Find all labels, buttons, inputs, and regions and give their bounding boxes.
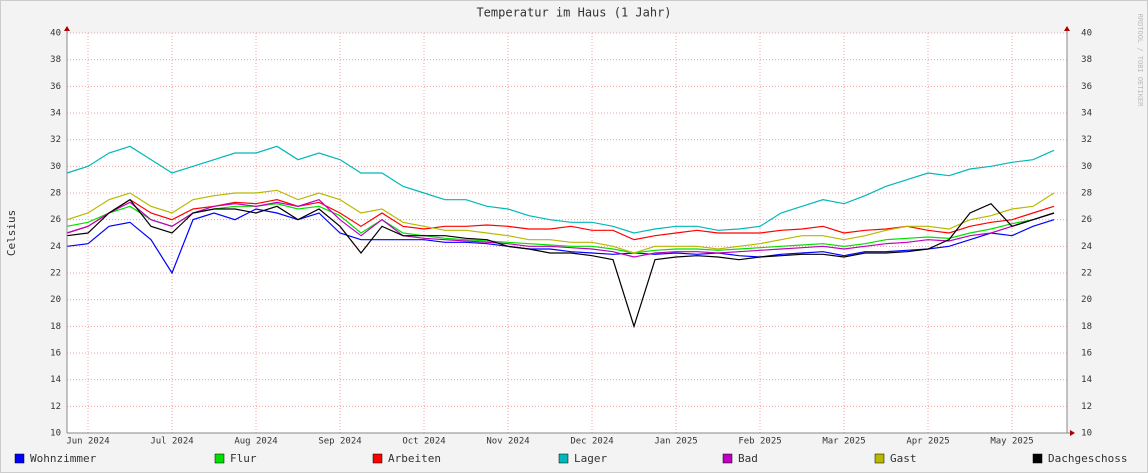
y-tick-label: 34 xyxy=(50,109,61,119)
series-line xyxy=(66,208,1055,275)
series-line xyxy=(66,145,1055,234)
legend-swatch xyxy=(214,453,225,464)
y-tick-label: 22 xyxy=(50,269,61,279)
legend-swatch xyxy=(874,453,885,464)
y2-tick-label: 20 xyxy=(1081,295,1092,305)
watermark: RRDTOOL / TOBI OETIKER xyxy=(1136,14,1144,108)
y-tick-label: 18 xyxy=(50,322,61,332)
y2-tick-label: 24 xyxy=(1081,242,1092,252)
y-tick-label: 20 xyxy=(50,295,61,305)
y2-tick-label: 16 xyxy=(1081,349,1092,359)
series-line xyxy=(66,203,1055,254)
legend-swatch xyxy=(722,453,733,464)
series-line xyxy=(66,198,1055,258)
legend-label: Lager xyxy=(574,452,607,465)
y2-tick-label: 14 xyxy=(1081,375,1092,385)
y-tick-label: 32 xyxy=(50,135,61,145)
x-tick-label: Feb 2025 xyxy=(738,437,781,447)
y-tick-label: 28 xyxy=(50,189,61,199)
axis-arrow xyxy=(1064,26,1070,31)
y2-tick-label: 40 xyxy=(1081,29,1092,39)
y-tick-label: 12 xyxy=(50,402,61,412)
lines xyxy=(66,145,1055,329)
y-tick-label: 30 xyxy=(50,162,61,172)
y2-tick-label: 28 xyxy=(1081,189,1092,199)
chart-title: Temperatur im Haus (1 Jahr) xyxy=(476,6,671,20)
y2-tick-label: 32 xyxy=(1081,135,1092,145)
legend-swatch xyxy=(558,453,569,464)
axis-arrow xyxy=(1070,430,1075,436)
x-tick-label: Dec 2024 xyxy=(570,437,613,447)
x-tick-label: Aug 2024 xyxy=(234,437,277,447)
x-tick-label: Oct 2024 xyxy=(402,437,445,447)
legend-label: Gast xyxy=(890,452,917,465)
series-line xyxy=(66,198,1055,241)
axis-arrow xyxy=(64,26,70,31)
labels: 10 10 12 12 14 14 16 16 18 18 20 20 22 22 24 24 26 26 28 28… xyxy=(14,26,1127,465)
y2-tick-label: 12 xyxy=(1081,402,1092,412)
y2-tick-label: 22 xyxy=(1081,269,1092,279)
y-tick-label: 40 xyxy=(50,29,61,39)
y2-tick-label: 18 xyxy=(1081,322,1092,332)
legend-swatch xyxy=(1032,453,1043,464)
y2-tick-label: 38 xyxy=(1081,55,1092,65)
y2-tick-label: 10 xyxy=(1081,429,1092,439)
legend-swatch xyxy=(372,453,383,464)
x-tick-label: Nov 2024 xyxy=(486,437,529,447)
legend-label: Dachgeschoss xyxy=(1048,452,1127,465)
y-tick-label: 10 xyxy=(50,429,61,439)
legend-label: Wohnzimmer xyxy=(30,452,97,465)
y-tick-label: 14 xyxy=(50,375,61,385)
x-tick-label: Jul 2024 xyxy=(150,437,193,447)
x-tick-label: May 2025 xyxy=(990,437,1033,447)
legend-swatch xyxy=(14,453,25,464)
y-axis-label: Celsius xyxy=(5,210,18,256)
y-tick-label: 24 xyxy=(50,242,61,252)
y2-tick-label: 26 xyxy=(1081,215,1092,225)
legend-label: Arbeiten xyxy=(388,452,441,465)
x-tick-label: Jan 2025 xyxy=(654,437,697,447)
x-tick-label: Apr 2025 xyxy=(906,437,949,447)
series-line xyxy=(66,189,1055,254)
legend-label: Bad xyxy=(738,452,758,465)
x-tick-label: Sep 2024 xyxy=(318,437,361,447)
plot-area xyxy=(67,33,1067,433)
y-tick-label: 16 xyxy=(50,349,61,359)
series-line xyxy=(66,198,1055,329)
y2-tick-label: 34 xyxy=(1081,109,1092,119)
x-tick-label: Mar 2025 xyxy=(822,437,865,447)
y2-tick-label: 36 xyxy=(1081,82,1092,92)
legend-label: Flur xyxy=(230,452,257,465)
grid xyxy=(67,32,1067,434)
y2-tick-label: 30 xyxy=(1081,162,1092,172)
y-tick-label: 26 xyxy=(50,215,61,225)
y-tick-label: 38 xyxy=(50,55,61,65)
y-tick-label: 36 xyxy=(50,82,61,92)
x-tick-label: Jun 2024 xyxy=(66,437,109,447)
